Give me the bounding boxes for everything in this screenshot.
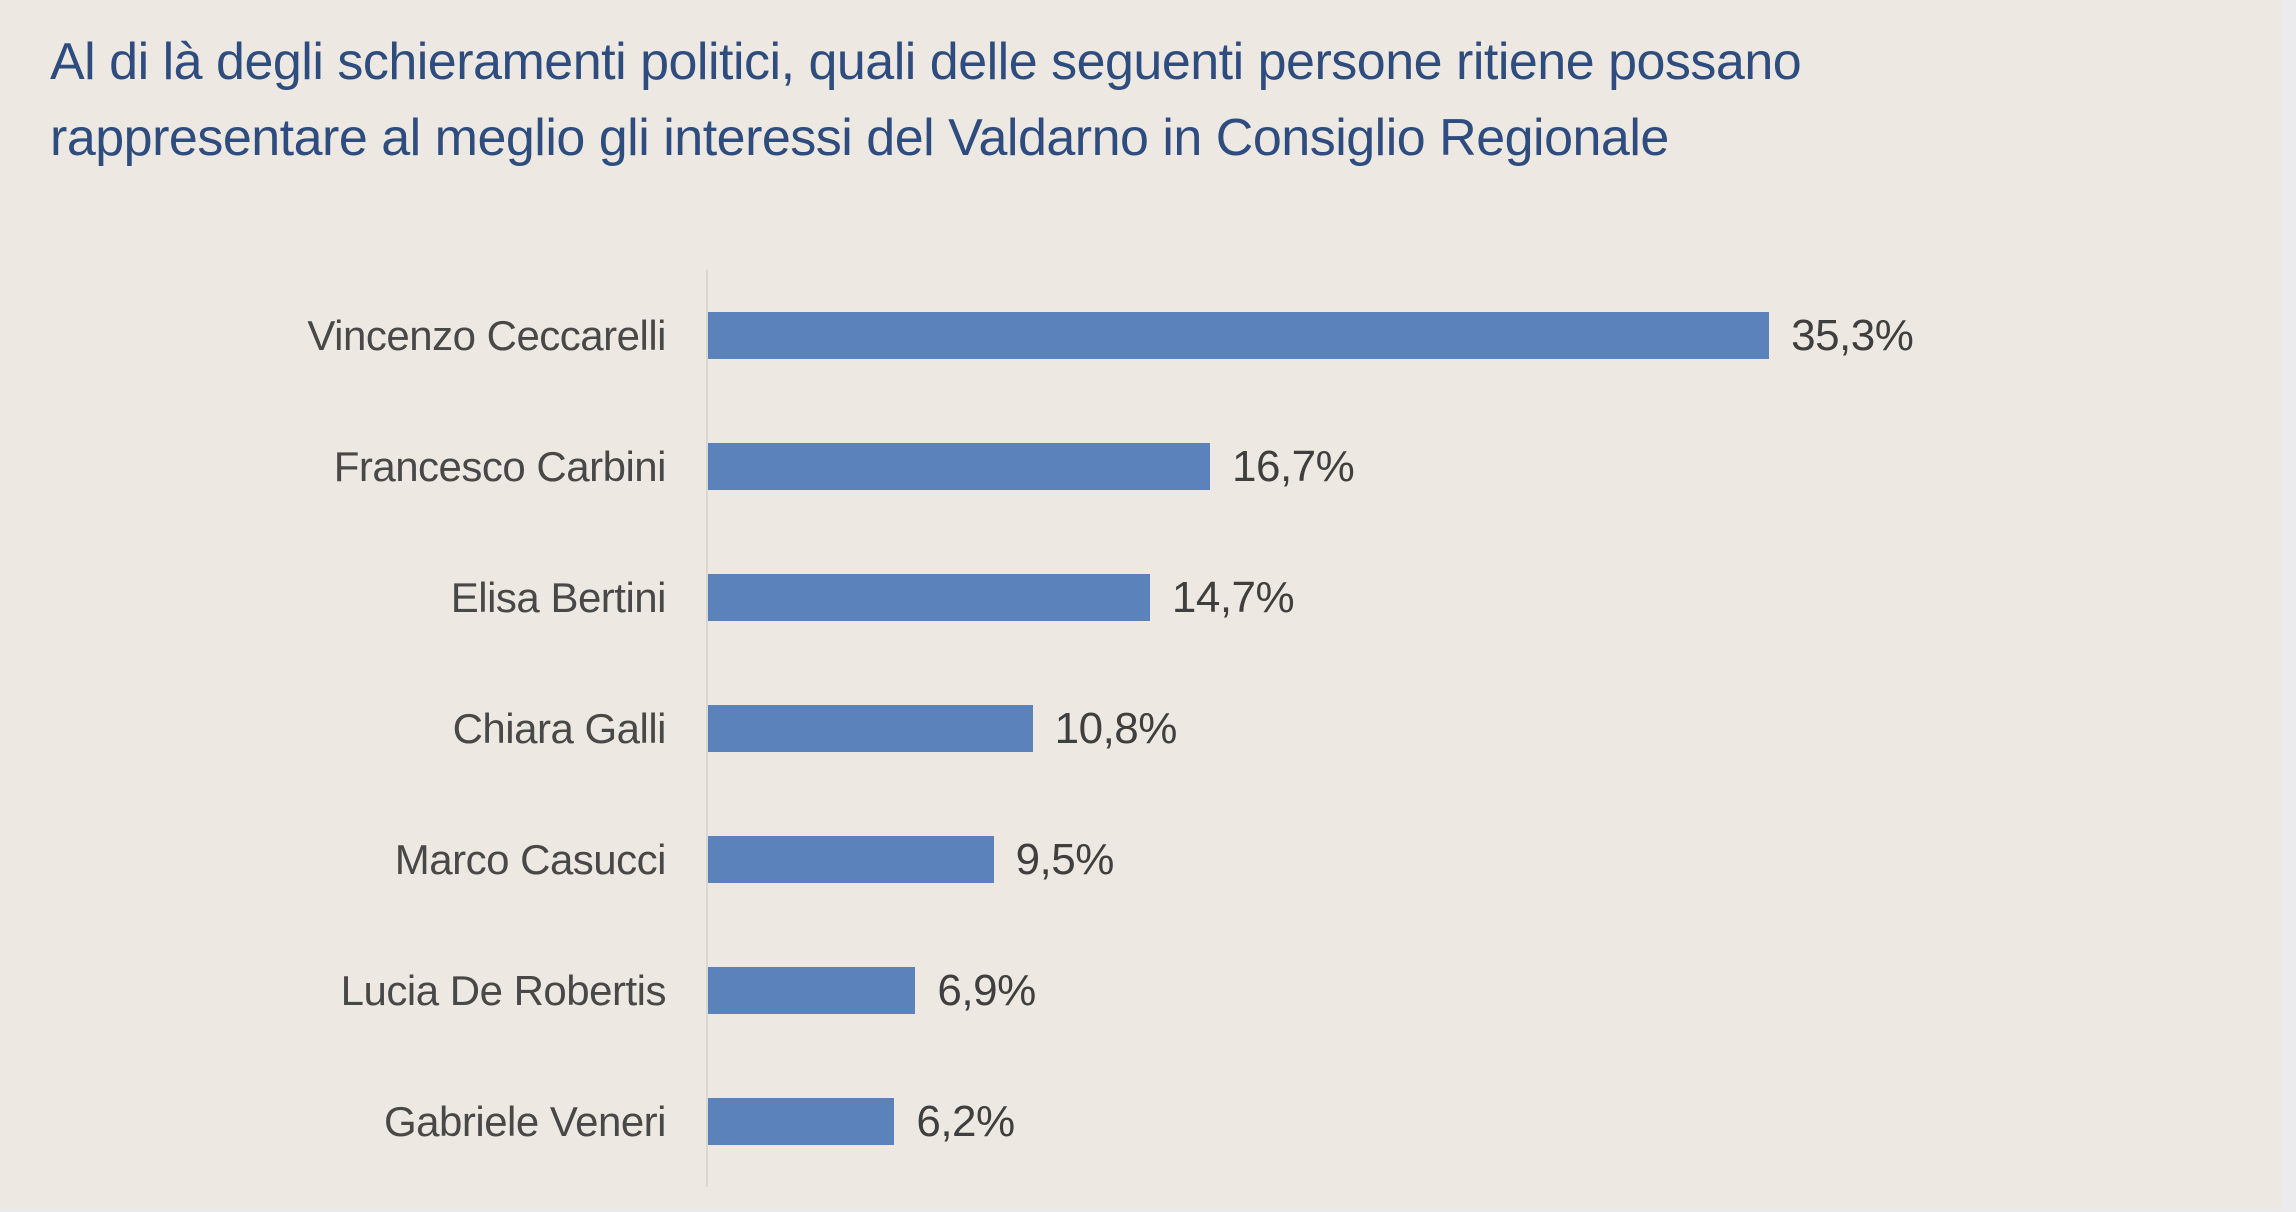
value-label: 16,7% (1232, 441, 1355, 491)
value-label: 14,7% (1171, 572, 1295, 622)
plot-area: 9,5% (706, 794, 2296, 925)
slide-right-edge (2282, 0, 2296, 1212)
category-label: Chiara Galli (452, 704, 667, 752)
plot-area: 6,2% (706, 1056, 2296, 1187)
value-label: 10,8% (1054, 703, 1178, 753)
bar (708, 312, 1770, 359)
chart-row: Vincenzo Ceccarelli 35,3% (0, 270, 2296, 401)
category-label: Lucia De Robertis (340, 966, 667, 1014)
value-label: 9,5% (1015, 834, 1115, 884)
bar (708, 574, 1150, 621)
plot-area: 35,3% (706, 270, 2296, 401)
chart-title-line-2: rappresentare al meglio gli interessi de… (50, 109, 1669, 167)
category-label: Francesco Carbini (333, 442, 667, 490)
category-label: Marco Casucci (394, 835, 667, 883)
chart-row: Chiara Galli 10,8% (0, 663, 2296, 794)
plot-area: 16,7% (706, 401, 2296, 532)
value-label: 6,2% (916, 1096, 1015, 1146)
bar (708, 836, 994, 883)
plot-area: 10,8% (706, 663, 2296, 794)
plot-area: 14,7% (706, 532, 2296, 663)
bar (708, 705, 1033, 752)
chart-row: Gabriele Veneri 6,2% (0, 1056, 2296, 1187)
bar-chart: Vincenzo Ceccarelli 35,3% Francesco Carbin… (0, 270, 2296, 1187)
chart-title: Al di là degli schieramenti politici, qu… (50, 24, 1802, 176)
bar (708, 443, 1210, 490)
chart-row: Elisa Bertini 14,7% (0, 532, 2296, 663)
chart-title-line-1: Al di là degli schieramenti politici, qu… (50, 33, 1802, 91)
chart-row: Marco Casucci 9,5% (0, 794, 2296, 925)
category-label: Elisa Bertini (450, 573, 667, 621)
category-label: Gabriele Veneri (383, 1097, 667, 1145)
category-label: Vincenzo Ceccarelli (307, 311, 666, 359)
bar (708, 1098, 895, 1145)
chart-row: Francesco Carbini 16,7% (0, 401, 2296, 532)
plot-area: 6,9% (706, 925, 2296, 1056)
value-label: 35,3% (1791, 310, 1914, 360)
bar (708, 967, 916, 1014)
slide-bottom-edge (0, 1209, 2296, 1212)
chart-row: Lucia De Robertis 6,9% (0, 925, 2296, 1056)
value-label: 6,9% (937, 965, 1036, 1015)
